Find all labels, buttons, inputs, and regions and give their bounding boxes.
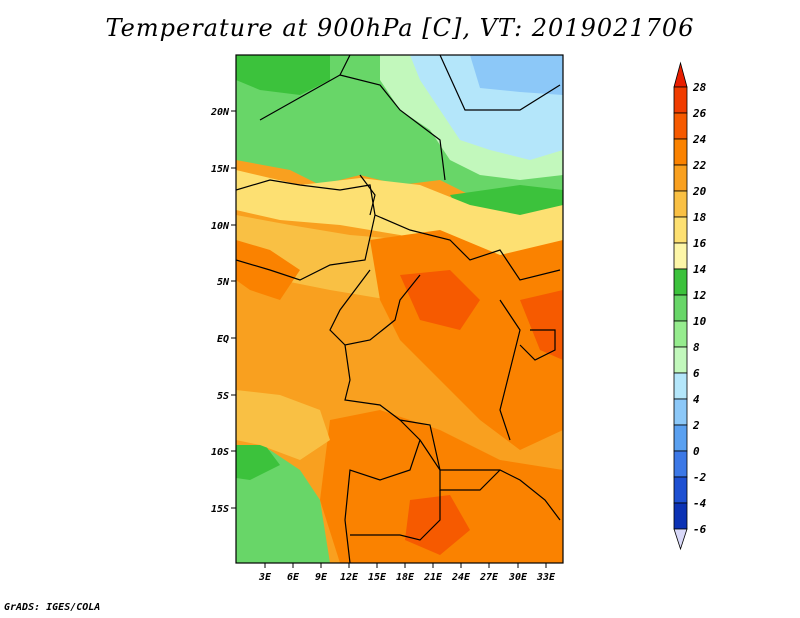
colorbar-label: -4 [693,497,707,510]
colorbar-swatch [673,242,688,270]
lon-label: 9E [315,572,328,583]
colorbar-label: 14 [693,263,707,276]
map-title: Temperature at 900hPa [C], VT: 201902170… [105,14,695,42]
lon-label: 15E [368,572,387,583]
colorbar-label: 20 [692,185,707,198]
colorbar-label: -6 [693,523,707,536]
lon-label: 6E [287,572,300,583]
colorbar-label: 16 [693,237,707,250]
lat-label: 5N [217,277,230,288]
longitude-axis [264,563,547,568]
lat-label: 10S [211,447,229,458]
colorbar-swatch [673,112,688,140]
lon-label: 18E [396,572,415,583]
colorbar-label: 8 [693,341,700,354]
colorbar-swatch [673,346,688,374]
latitude-axis [231,110,236,509]
colorbar-swatch [673,372,688,400]
colorbar-swatch [673,320,688,348]
lon-label: 30E [508,572,528,583]
colorbar-swatch [673,268,688,296]
colorbar-swatch [673,476,688,504]
colorbar-swatch [673,294,688,322]
colorbar-label: 18 [693,211,707,224]
lon-label: 3E [258,572,272,583]
colorbar-swatch [673,190,688,218]
lon-label: 24E [451,572,471,583]
colorbar-swatch [673,502,688,530]
lon-label: 27E [479,572,499,583]
lat-label: 20N [210,107,230,118]
colorbar-swatch [673,216,688,244]
lat-label: 5S [217,391,229,402]
colorbar [673,61,688,551]
map-frame [235,54,564,564]
colorbar-label: -2 [693,471,707,484]
colorbar-label: 12 [693,289,707,302]
lat-label: EQ [217,334,229,345]
colorbar-label: 0 [693,445,700,458]
lat-label: 15S [211,504,229,515]
temperature-field [236,55,563,563]
colorbar-swatch [673,398,688,426]
colorbar-label: 4 [693,393,700,406]
colorbar-under-triangle [673,528,688,551]
colorbar-label: 10 [693,315,707,328]
lon-label: 21E [423,572,443,583]
colorbar-over-triangle [673,61,688,88]
lat-label: 15N [211,164,230,175]
colorbar-label: 6 [693,367,700,380]
lat-label: 10N [211,221,230,232]
colorbar-swatch [673,164,688,192]
colorbar-swatch [673,424,688,452]
grads-credit: GrADS: IGES/COLA [4,602,101,613]
colorbar-label: 26 [692,107,707,120]
colorbar-label: 2 [692,419,700,432]
colorbar-label: 22 [692,159,707,172]
colorbar-label: 24 [692,133,707,146]
colorbar-swatch [673,86,688,114]
lon-label: 33E [536,572,556,583]
colorbar-swatch [673,450,688,478]
colorbar-swatch [673,138,688,166]
colorbar-label: 28 [692,81,707,94]
country-borders [236,55,561,563]
lon-label: 12E [340,572,359,583]
